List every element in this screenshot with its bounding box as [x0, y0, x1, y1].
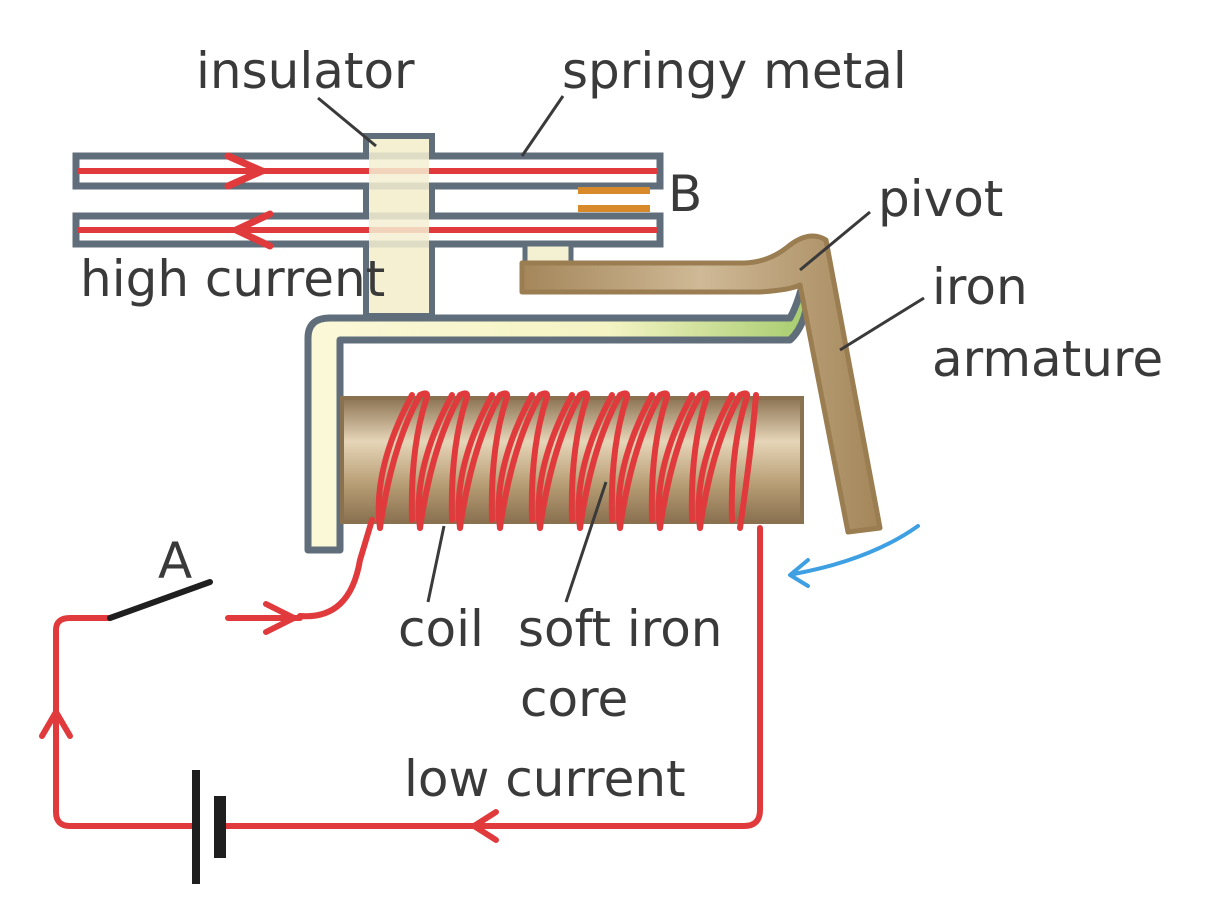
label-core: core [520, 670, 628, 728]
label-pivot: pivot [878, 170, 1003, 228]
coil-front-turns [375, 392, 735, 531]
high-current-arrow-left [232, 210, 274, 250]
switch-a [107, 579, 213, 621]
contact-b [578, 187, 650, 212]
label-low-current: low current [404, 750, 686, 808]
label-iron: iron [932, 258, 1028, 316]
coil [297, 390, 759, 620]
upper-contact-strip [72, 152, 664, 190]
leader-lines [317, 95, 925, 603]
label-springy-metal: springy metal [562, 42, 907, 100]
circuit-arrow-left [471, 809, 499, 843]
label-insulator: insulator [196, 42, 415, 100]
label-contact-b: B [668, 165, 702, 223]
iron-armature [519, 233, 883, 535]
label-switch-a: A [158, 532, 192, 590]
label-soft-iron: soft iron [518, 600, 723, 658]
armature-motion-arrow [788, 524, 920, 588]
label-high-current: high current [80, 250, 385, 308]
circuit-arrow-right [263, 601, 297, 635]
label-armature: armature [932, 330, 1163, 388]
battery-icon [192, 770, 226, 884]
high-current-arrow-right [224, 152, 266, 190]
lower-contact-strip [72, 212, 664, 248]
label-coil: coil [398, 600, 484, 658]
circuit-arrow-up [39, 709, 73, 739]
